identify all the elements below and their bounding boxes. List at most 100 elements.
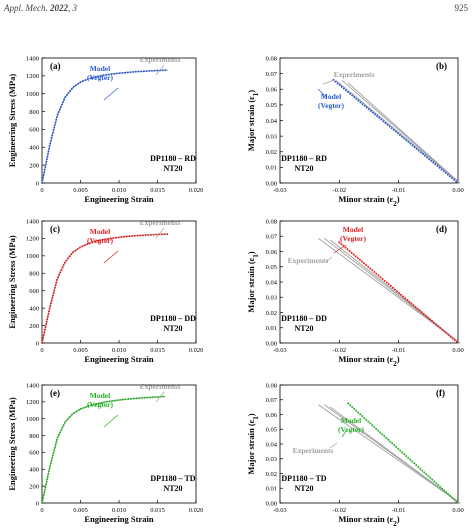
- material-label: DP1180 – RD: [281, 154, 327, 163]
- y-tick-label: 0.03: [266, 456, 277, 463]
- specimen-label: NT20: [163, 324, 182, 333]
- panel-label: (b): [436, 61, 447, 71]
- model-series-line: [41, 395, 167, 504]
- y-tick-label: 0.02: [266, 310, 277, 317]
- x-tick-label: -0.03: [273, 507, 287, 514]
- model-series-line: [41, 69, 169, 184]
- specimen-label: NT20: [294, 484, 313, 493]
- experiments-callout-line: [322, 79, 336, 85]
- x-tick-label: -0.02: [333, 347, 347, 354]
- x-tick-label: -0.03: [273, 187, 287, 194]
- experiment-series-line: [347, 82, 461, 184]
- y-tick-label: 1200: [26, 399, 39, 406]
- chart-panel-f: -0.03 -0.02 -0.01 0.00 0.00 0.01 0.02 0.03 0.04 0…: [246, 382, 464, 528]
- y-tick-label: 0.01: [266, 165, 277, 172]
- y-tick-label: 0.02: [266, 149, 277, 156]
- y-tick-label: 0: [36, 340, 39, 347]
- chart-panel-b: -0.03 -0.02 -0.01 0.00 0.00 0.01 0.02 0.03 0.04 0…: [246, 55, 464, 208]
- y-tick-label: 0.06: [266, 87, 278, 94]
- journal-name: Appl. Mech.: [4, 3, 48, 13]
- model-callout-line: [333, 244, 347, 254]
- y-tick-label: 0.08: [266, 382, 277, 389]
- x-tick-label: -0.02: [333, 187, 347, 194]
- x-tick-label: 0.010: [112, 347, 127, 354]
- page-number: 925: [454, 3, 469, 13]
- experiment-series-line: [41, 233, 168, 344]
- model-label: Model: [90, 391, 110, 400]
- y-tick-label: 600: [29, 288, 39, 295]
- specimen-label: NT20: [163, 484, 182, 493]
- x-tick-label: 0.015: [150, 347, 165, 354]
- experiments-label: Experiments: [140, 382, 181, 391]
- x-tick-label: 0.005: [73, 347, 88, 354]
- model-label-method: (Vegter): [340, 234, 366, 243]
- panel-label: (f): [436, 388, 445, 398]
- chart-panel-c: 0 0.005 0.010 0.015 0.020 0 200 400 600 800 1000 12…: [7, 218, 203, 364]
- x-tick-label: 0: [40, 187, 43, 194]
- y-tick-label: 800: [29, 271, 39, 278]
- x-tick-label: -0.01: [392, 187, 406, 194]
- model-series-line: [332, 78, 459, 184]
- x-axis-label: Engineering Strain: [84, 514, 153, 524]
- model-label: Model: [90, 227, 110, 236]
- y-tick-label: 400: [29, 467, 39, 474]
- specimen-label: NT20: [294, 324, 313, 333]
- chart-panel-a: 0 0.005 0.010 0.015 0.020 0 200 400 600 800 1000 12…: [7, 55, 203, 204]
- y-tick-label: 0.05: [266, 264, 277, 271]
- journal-year: 2022: [49, 3, 68, 13]
- model-series-line: [347, 402, 459, 504]
- y-tick-label: 0.02: [266, 471, 277, 478]
- experiment-series-line: [318, 238, 461, 344]
- y-tick-label: 0.06: [266, 249, 278, 256]
- experiment-series-line: [335, 80, 461, 184]
- experiments-label: Experiments: [288, 256, 329, 265]
- model-label-method: (Vegter): [87, 400, 113, 409]
- y-tick-label: 0.05: [266, 102, 277, 109]
- y-tick-label: 1400: [26, 55, 39, 62]
- y-tick-label: 1000: [26, 91, 39, 98]
- panel-label: (a): [50, 61, 61, 71]
- y-tick-label: 0.04: [266, 279, 278, 286]
- panel-label: (c): [50, 224, 60, 234]
- experiments-label: Experiments: [140, 55, 181, 64]
- x-tick-label: 0.020: [189, 347, 204, 354]
- y-axis-label: Major strain (ε1): [246, 90, 260, 151]
- material-label: DP1180 – DD: [281, 314, 327, 323]
- x-tick-label: -0.01: [392, 347, 406, 354]
- y-tick-label: 0.07: [266, 71, 278, 78]
- panel-label: (d): [436, 224, 447, 234]
- y-tick-label: 600: [29, 450, 39, 457]
- model-series-line: [338, 241, 459, 344]
- model-label: Model: [343, 225, 363, 234]
- y-tick-label: 800: [29, 433, 39, 440]
- y-tick-label: 400: [29, 145, 39, 152]
- y-tick-label: 0.00: [266, 340, 277, 347]
- model-label: Model: [341, 416, 361, 425]
- experiment-series-line: [41, 395, 166, 504]
- y-tick-label: 0.01: [266, 325, 277, 332]
- y-tick-label: 0.01: [266, 486, 277, 493]
- specimen-label: NT20: [163, 164, 182, 173]
- model-callout-line: [103, 414, 119, 428]
- experiment-series-line: [329, 406, 461, 504]
- y-tick-label: 200: [29, 323, 39, 330]
- y-tick-label: 1400: [26, 382, 39, 389]
- material-label: DP1180 – RD: [150, 154, 196, 163]
- model-callout-line: [103, 250, 119, 264]
- y-axis-label: Engineering Stress (MPa): [7, 235, 17, 329]
- y-tick-label: 0.08: [266, 55, 277, 62]
- experiments-callout-line: [155, 227, 165, 239]
- y-tick-label: 1000: [26, 416, 39, 423]
- y-tick-label: 0: [36, 180, 39, 187]
- y-tick-label: 0.04: [266, 118, 278, 125]
- material-label: DP1180 – DD: [150, 314, 196, 323]
- y-tick-label: 0: [36, 500, 39, 507]
- experiments-label: Experiments: [293, 446, 334, 455]
- x-tick-label: 0: [40, 347, 43, 354]
- material-label: DP1180 – TD: [150, 474, 195, 483]
- x-tick-label: 0.010: [112, 187, 127, 194]
- x-axis-label: Engineering Strain: [84, 354, 153, 364]
- y-tick-label: 1000: [26, 253, 39, 260]
- experiment-series-line: [41, 69, 168, 184]
- x-tick-label: -0.01: [392, 507, 406, 514]
